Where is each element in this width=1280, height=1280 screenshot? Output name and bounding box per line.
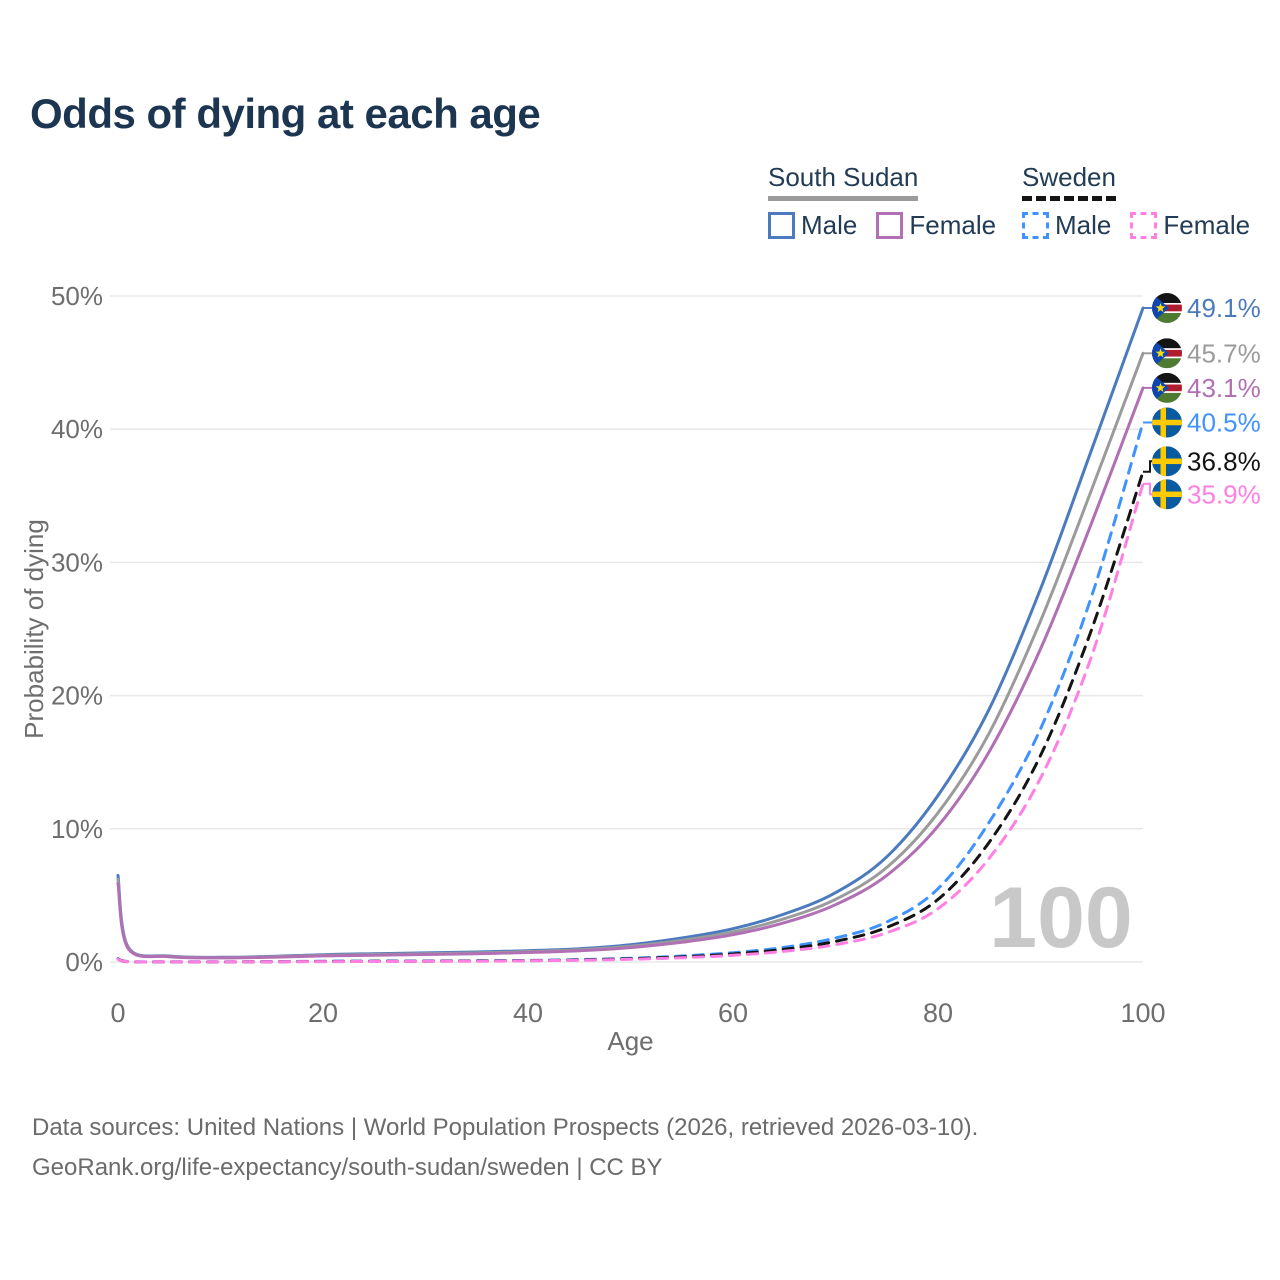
chart: 0% 10% 20% 30% 40% 50% 0 20 40 60 80 100 Age Probabil… (19, 281, 1261, 1056)
legend-item-label: Female (1163, 210, 1251, 240)
sweden-flag-icon (1152, 446, 1182, 477)
y-tick-label: 40% (51, 414, 103, 444)
legend-item-label: Male (801, 210, 858, 240)
x-tick-label: 20 (308, 998, 338, 1028)
legend-group-title-sweden[interactable]: Sweden (1022, 162, 1116, 201)
leader-line (1143, 482, 1152, 496)
y-axis-title: Probability of dying (19, 519, 49, 739)
age-watermark: 100 (989, 870, 1133, 966)
south-sudan-flag-icon (1152, 293, 1182, 323)
series-line-south-sudan-total[interactable] (116, 351, 1145, 960)
x-tick-label: 100 (1120, 998, 1165, 1028)
legend-item-label: Female (909, 210, 997, 240)
sweden-flag-icon (1152, 407, 1182, 438)
legend: South Sudan Male Female Sweden Male Fema… (0, 162, 1280, 242)
leader-line (1143, 460, 1152, 473)
series-end-label: 45.7% (1187, 338, 1261, 368)
y-tick-label: 30% (51, 547, 103, 577)
legend-group-title-south-sudan[interactable]: South Sudan (768, 162, 919, 201)
page-title: Odds of dying at each age (30, 90, 541, 137)
y-tick-label: 10% (51, 814, 103, 844)
series-end-label: 36.8% (1187, 446, 1261, 476)
legend-item-sweden-female[interactable]: Female (1130, 210, 1250, 241)
legend-item-south-sudan-female[interactable]: Female (876, 210, 996, 241)
sweden-female-swatch-icon (1130, 212, 1158, 239)
footer: Data sources: United Nations | World Pop… (32, 1108, 978, 1188)
series-end-label: 43.1% (1187, 373, 1261, 403)
footer-attribution: GeoRank.org/life-expectancy/south-sudan/… (32, 1154, 663, 1181)
legend-item-south-sudan-male[interactable]: Male (768, 210, 857, 241)
series-line-south-sudan-male[interactable] (116, 306, 1145, 959)
south-sudan-flag-icon (1152, 338, 1182, 369)
legend-item-label: Male (1055, 210, 1112, 240)
series-line-south-sudan-female[interactable] (116, 386, 1145, 960)
x-tick-label: 0 (110, 998, 125, 1028)
legend-items-sweden: Male Female (1022, 210, 1250, 241)
x-tick-label: 60 (718, 998, 748, 1028)
footer-data-sources: Data sources: United Nations | World Pop… (32, 1114, 979, 1141)
south-sudan-male-swatch-icon (768, 212, 795, 239)
legend-item-sweden-male[interactable]: Male (1022, 210, 1111, 241)
series-end-label: 40.5% (1187, 408, 1261, 438)
x-axis-title: Age (607, 1026, 653, 1056)
y-tick-label: 0% (65, 947, 103, 977)
south-sudan-flag-icon (1152, 372, 1182, 403)
sweden-male-swatch-icon (1022, 212, 1049, 239)
series-end-label: 49.1% (1187, 293, 1261, 323)
series-line-sweden-total[interactable] (116, 470, 1145, 964)
legend-group-sweden: Sweden Male Female (1022, 162, 1250, 241)
legend-group-south-sudan: South Sudan Male Female (768, 162, 996, 241)
legend-items-south-sudan: Male Female (768, 210, 996, 241)
south-sudan-female-swatch-icon (876, 212, 904, 239)
series-end-label: 35.9% (1187, 479, 1261, 509)
y-tick-label: 50% (51, 281, 103, 311)
x-tick-label: 40 (513, 998, 543, 1028)
y-tick-label: 20% (51, 681, 103, 711)
x-tick-label: 80 (923, 998, 953, 1028)
sweden-flag-icon (1152, 479, 1182, 510)
